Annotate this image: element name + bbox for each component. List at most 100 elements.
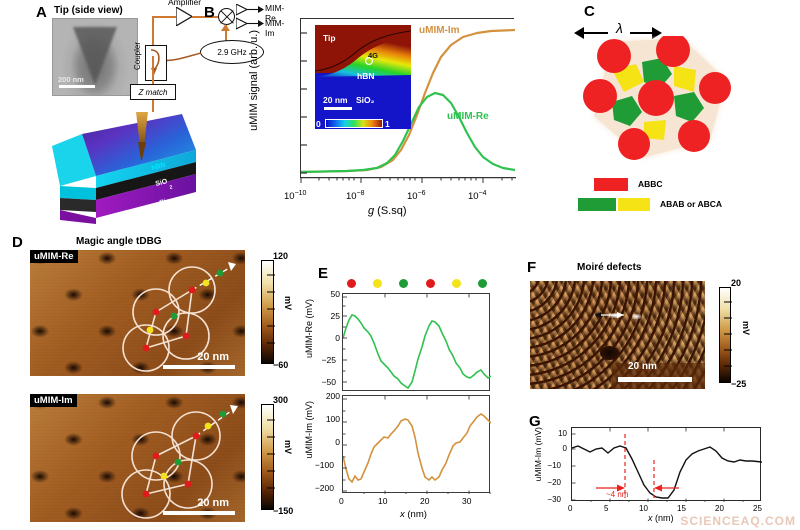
panel-e-top-ytick-25: 25 <box>330 311 340 321</box>
colorbar-re <box>261 260 275 364</box>
colorbar-re-max: 120 <box>273 251 289 261</box>
marker-dot-4 <box>452 279 461 288</box>
amplifier-label: Amplifier <box>168 0 202 7</box>
panel-b-inset-simulation: Tip 4G hBN SiO₂ 20 nm 0 1 <box>315 25 411 129</box>
curve-label-umim-re: uMIM-Re <box>447 111 489 122</box>
inset-field-gradient <box>315 25 411 77</box>
colorbar-re-min: −60 <box>273 360 289 370</box>
inset-label-sio2: SiO₂ <box>356 95 375 105</box>
panel-g-xlabel: x (nm) <box>648 513 674 523</box>
tem-scalebar-label: 200 nm <box>58 75 84 84</box>
legend-swatch-abbc <box>594 178 628 191</box>
panel-e-top-plot <box>342 293 492 391</box>
panel-d-title: Magic angle tDBG <box>76 236 162 247</box>
panel-g-annotation: ~4 nm <box>606 490 629 499</box>
wire-amp-out <box>192 16 218 18</box>
wire-amp-in <box>152 16 176 18</box>
panel-f-scalebar <box>617 377 692 382</box>
mixer-output-arrows-icon <box>236 4 264 30</box>
wire-coupler-down <box>152 56 154 86</box>
panel-b-xlabel: g (S.sq) <box>368 205 407 217</box>
colorbar-im-min: −150 <box>273 506 294 516</box>
inset-label-4g: 4G <box>368 51 379 60</box>
bright-defect-spot-1 <box>608 313 621 319</box>
panel-e-top-ylabel: uMIM-Re (mV) <box>304 299 314 358</box>
panel-e-xlabel: x (nm) <box>400 509 427 520</box>
colorbar-f-max: 20 <box>731 278 742 288</box>
panel-g-xtick-15: 15 <box>677 504 686 513</box>
panel-b-curves <box>300 28 516 174</box>
lambda-arrow-icon <box>574 22 662 44</box>
mixer-icon <box>218 8 235 25</box>
moire-defects-image: 20 nm <box>530 281 705 389</box>
afm-scalebar-label-re: 20 nm <box>197 351 229 363</box>
panel-a-letter: A <box>36 4 47 21</box>
panel-b-plot-area: Tip 4G hBN SiO₂ 20 nm 0 1 uMIM-Im uMIM-R… <box>300 18 516 178</box>
legend-label-abbc: ABBC <box>638 179 663 189</box>
afm-scalebar-label-im: 20 nm <box>197 497 229 509</box>
colorbar-f-unit: mV <box>741 321 751 336</box>
panel-b: B uMIM signal (arb. u.) <box>196 0 556 230</box>
panel-e-letter: E <box>318 265 329 282</box>
marker-dot-1 <box>373 279 382 288</box>
inset-colorbar <box>325 119 383 128</box>
panel-g-ytick-m30: −30 <box>547 495 561 504</box>
panel-g-ylabel: uMIM-Im (mV) <box>533 427 543 482</box>
scalebar-backdrop <box>612 363 705 389</box>
lambda-label: λ <box>616 20 623 36</box>
panel-e-bottom-curve <box>342 396 492 494</box>
panel-e-xtick-10: 10 <box>378 496 388 506</box>
panel-g-letter: G <box>529 413 541 430</box>
svg-text:hBN: hBN <box>151 162 167 172</box>
colorbar-im-unit: mV <box>283 440 293 455</box>
panel-c: C λ ABBC ABAB or A <box>556 0 800 230</box>
panel-e-xtick-30: 30 <box>462 496 472 506</box>
inset-cbar-max: 1 <box>385 119 390 129</box>
panel-a-title: Tip (side view) <box>54 5 123 16</box>
panel-b-ylabel: uMIM signal (arb. u.) <box>248 30 260 131</box>
colorbar-im-ticks <box>267 419 275 489</box>
coupler-label: Coupler <box>133 42 142 71</box>
panel-f-scalebar-label: 20 nm <box>628 361 657 372</box>
tem-tip-image: 200 nm <box>52 18 138 96</box>
afm-overlay-im <box>121 405 239 519</box>
tem-scalebar <box>59 85 95 88</box>
panel-e-xtick-0: 0 <box>339 496 344 506</box>
panel-g-xtick-20: 20 <box>715 504 724 513</box>
panel-b-xaxis-ticks <box>300 177 516 183</box>
panel-c-letter: C <box>584 3 595 20</box>
panel-d-letter: D <box>12 234 23 251</box>
colorbar-im-fill <box>262 405 273 509</box>
afm-overlay-re <box>122 262 237 372</box>
panel-e-bot-ytick-0: 0 <box>335 437 340 447</box>
curve-umim-re <box>300 91 516 174</box>
panel-f-title: Moiré defects <box>577 262 642 273</box>
legend-swatch-abab <box>578 198 616 211</box>
panel-e-top-ytick-m25: −25 <box>321 355 336 365</box>
panel-c-moire-lattice <box>583 36 731 160</box>
legend-label-abab-abca: ABAB or ABCA <box>660 199 723 209</box>
afm-tag-umim-re: uMIM-Re <box>30 250 78 263</box>
panel-g-ytick-m20: −20 <box>547 478 561 487</box>
marker-dot-0 <box>347 279 356 288</box>
colorbar-re-ticks <box>267 274 275 344</box>
panel-e-bot-ytick-m100: −100 <box>314 460 334 470</box>
zmatch-block: Z match <box>130 84 176 100</box>
wire-zmatch-to-tip <box>152 100 154 112</box>
panel-e-bot-ytick-100: 100 <box>325 414 340 424</box>
panel-e-top-ytick-50: 50 <box>330 289 340 299</box>
afm-image-umim-re: uMIM-Re 20 nm <box>30 250 245 376</box>
panel-b-xtick-1: 10−8 <box>346 190 365 203</box>
colorbar-f-ticks <box>724 301 732 367</box>
panel-e-bot-ytick-m200: −200 <box>314 483 334 493</box>
panel-e-top-curve <box>342 294 492 390</box>
afm-scalebar-re <box>163 365 235 369</box>
panel-g-xtick-10: 10 <box>639 504 648 513</box>
inset-label-hbn: hBN <box>357 71 375 81</box>
inset-label-tip: Tip <box>323 33 336 43</box>
colorbar-f-min: −25 <box>731 379 747 389</box>
colorbar-f-fill <box>720 288 730 382</box>
afm-tag-umim-im: uMIM-Im <box>30 394 77 407</box>
panel-g-curve <box>571 428 763 502</box>
wire-lo-to-mixer <box>225 25 227 45</box>
